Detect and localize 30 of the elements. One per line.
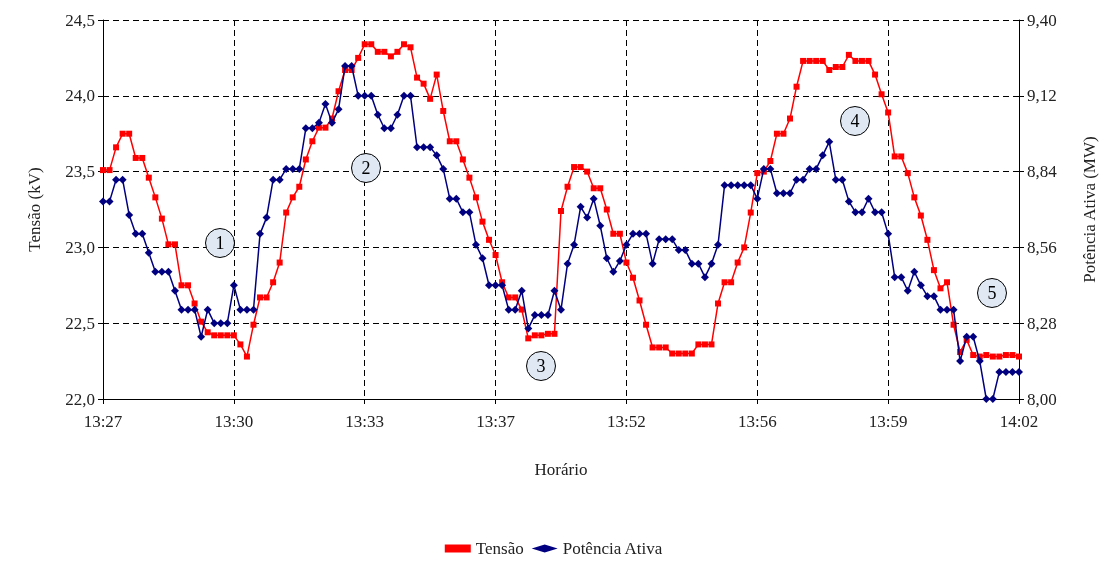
annotation: 4 [840, 106, 870, 136]
x-tick-label: 14:02 [999, 412, 1039, 431]
annotation: 5 [977, 278, 1007, 308]
x-tick-label: 13:30 [214, 412, 254, 431]
y2-tick-label: 9,40 [1027, 10, 1057, 30]
x-tick-label: 13:37 [476, 412, 516, 431]
y2-tick-label: 9,12 [1027, 86, 1057, 106]
x-tick-label: 13:33 [345, 412, 385, 431]
legend-label: Tensão [475, 539, 524, 558]
x-tick-label: 13:56 [737, 412, 777, 431]
y2-axis-title: Potência Ativa (MW) [1080, 136, 1099, 283]
y-axis-title: Tensão (kV) [25, 167, 44, 252]
y2-tick-label: 8,56 [1027, 237, 1057, 257]
y2-tick-label: 8,00 [1027, 389, 1057, 409]
annotation: 3 [526, 351, 556, 381]
legend-label: Potência Ativa [562, 539, 663, 558]
y2-tick-label: 8,28 [1027, 313, 1057, 333]
annotation: 2 [351, 153, 381, 183]
x-tick-label: 13:27 [83, 412, 123, 431]
y-tick-label: 23,0 [65, 237, 95, 257]
y-tick-label: 24,0 [65, 86, 95, 106]
y-tick-label: 23,5 [65, 162, 95, 182]
x-tick-label: 13:52 [607, 412, 646, 431]
y2-tick-label: 8,84 [1027, 162, 1058, 182]
x-tick-label: 13:59 [868, 412, 908, 431]
annotation: 1 [205, 228, 235, 258]
y-tick-label: 24,5 [65, 10, 95, 30]
x-axis-title: Horário [534, 460, 588, 479]
y-tick-label: 22,0 [65, 389, 95, 409]
y-tick-label: 22,5 [65, 313, 95, 333]
